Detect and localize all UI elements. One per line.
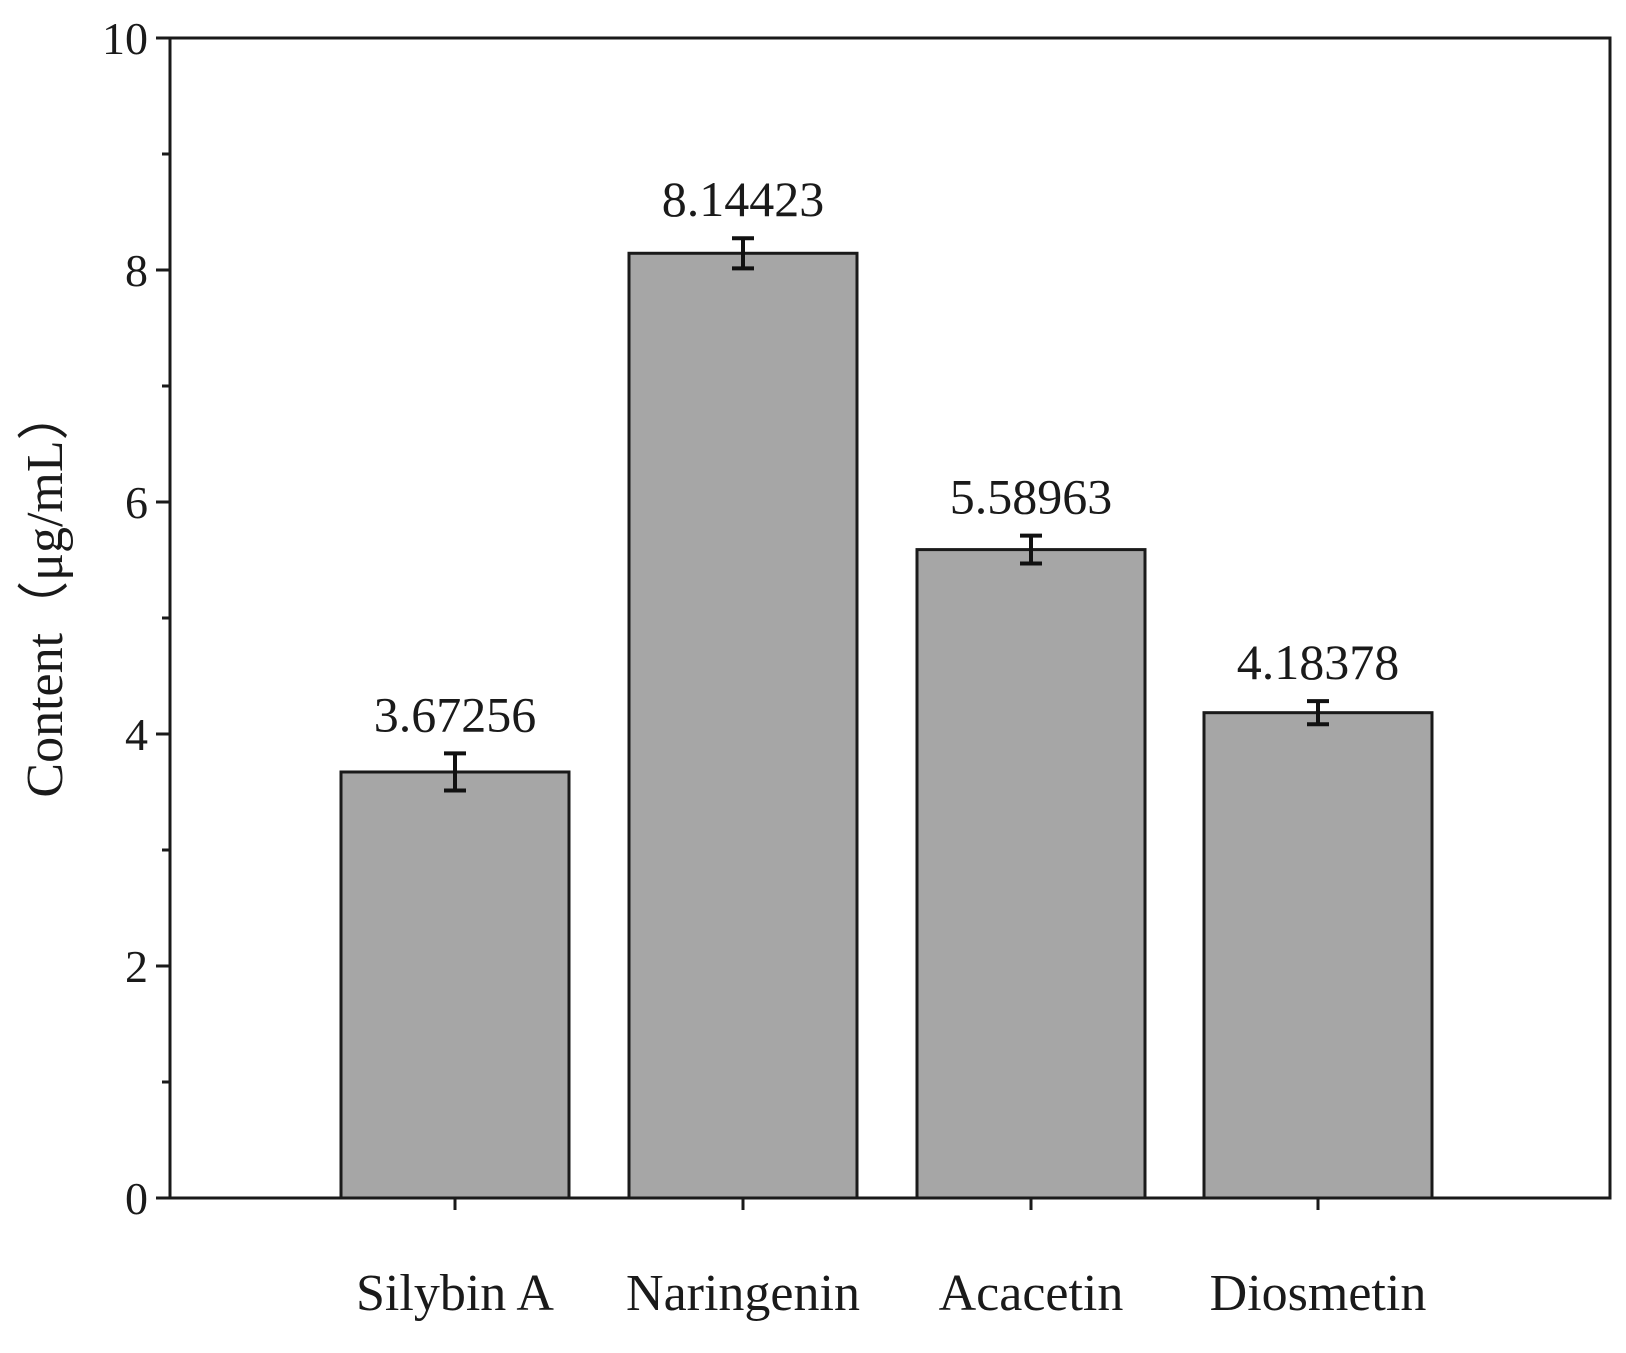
data-label: 5.58963 <box>950 469 1113 525</box>
labels-group: 3.67256 Silybin A 8.14423 Naringenin 5.58963… <box>356 171 1426 1322</box>
y-tick-label: 6 <box>125 477 148 528</box>
y-tick-label: 4 <box>125 709 148 760</box>
y-tick-label: 2 <box>125 941 148 992</box>
bar-diosmetin <box>1202 711 1434 1200</box>
data-label: 8.14423 <box>662 171 825 227</box>
y-tick-label: 10 <box>102 13 148 64</box>
bar-naringenin <box>627 251 859 1200</box>
x-category-label: Silybin A <box>356 1265 554 1322</box>
bar-silybin-a <box>339 770 571 1200</box>
y-axis-title: Content（μg/mL） <box>17 388 74 797</box>
error-bars-group <box>444 236 1329 793</box>
x-category-label: Naringenin <box>626 1265 860 1322</box>
y-tick-label: 0 <box>125 1173 148 1224</box>
y-tick-label: 8 <box>125 245 148 296</box>
bar-acacetin <box>915 548 1147 1200</box>
x-category-label: Diosmetin <box>1210 1265 1427 1322</box>
x-category-label: Acacetin <box>939 1265 1124 1322</box>
bars-group <box>339 251 1434 1200</box>
axes-group: 0 2 4 6 8 10 <box>102 13 1612 1224</box>
data-label: 4.18378 <box>1237 634 1400 690</box>
data-label: 3.67256 <box>374 686 537 742</box>
